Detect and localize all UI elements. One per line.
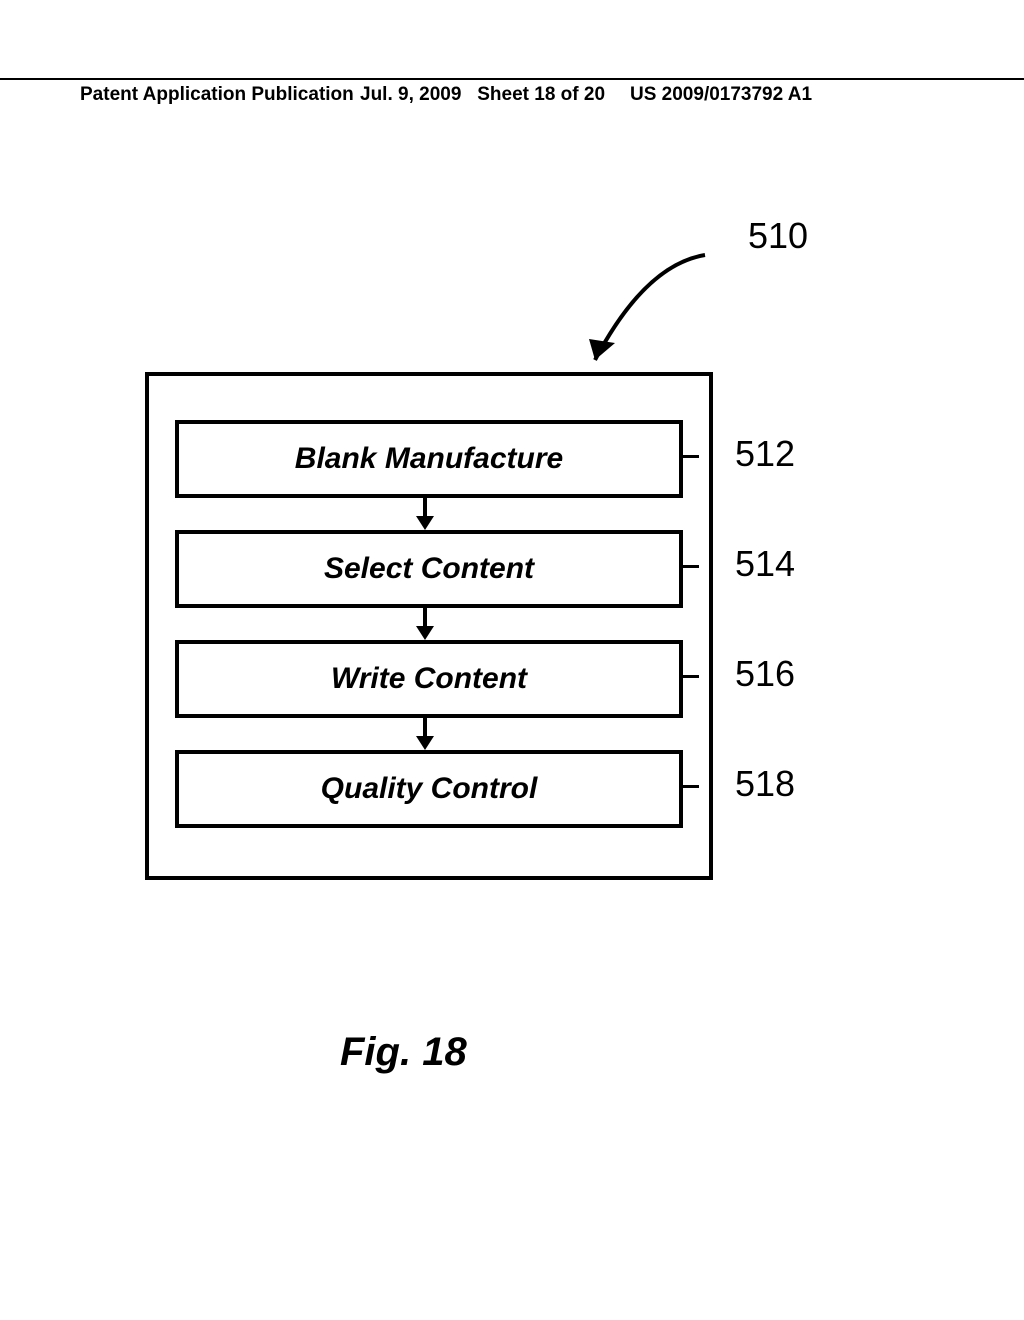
header-rule [0, 78, 1024, 80]
page: Patent Application Publication Jul. 9, 2… [0, 0, 1024, 1320]
figure-caption: Fig. 18 [340, 1030, 467, 1075]
step-box-2: Write Content [175, 640, 683, 718]
header-pubno: US 2009/0173792 A1 [630, 84, 812, 106]
header-sheet: Sheet 18 of 20 [477, 84, 605, 105]
flow-arrow-2 [413, 714, 437, 754]
step-label-1: Select Content [179, 534, 679, 604]
header-date-sheet: Jul. 9, 2009 Sheet 18 of 20 [360, 84, 605, 106]
step-box-1: Select Content [175, 530, 683, 608]
step-label-0: Blank Manufacture [179, 424, 679, 494]
step-label-2: Write Content [179, 644, 679, 714]
ref-510: 510 [748, 215, 808, 257]
header-publication: Patent Application Publication [80, 84, 354, 106]
ref-518: 518 [735, 763, 795, 805]
step-box-0: Blank Manufacture [175, 420, 683, 498]
ref-512: 512 [735, 433, 795, 475]
ref-tick-1 [681, 565, 699, 568]
ref-tick-3 [681, 785, 699, 788]
flow-arrow-1 [413, 604, 437, 644]
ref-tick-2 [681, 675, 699, 678]
ref-tick-0 [681, 455, 699, 458]
header-date: Jul. 9, 2009 [360, 84, 461, 105]
leader-arrow-510 [555, 235, 735, 385]
step-label-3: Quality Control [179, 754, 679, 824]
flow-arrow-0 [413, 494, 437, 534]
ref-514: 514 [735, 543, 795, 585]
ref-516: 516 [735, 653, 795, 695]
step-box-3: Quality Control [175, 750, 683, 828]
